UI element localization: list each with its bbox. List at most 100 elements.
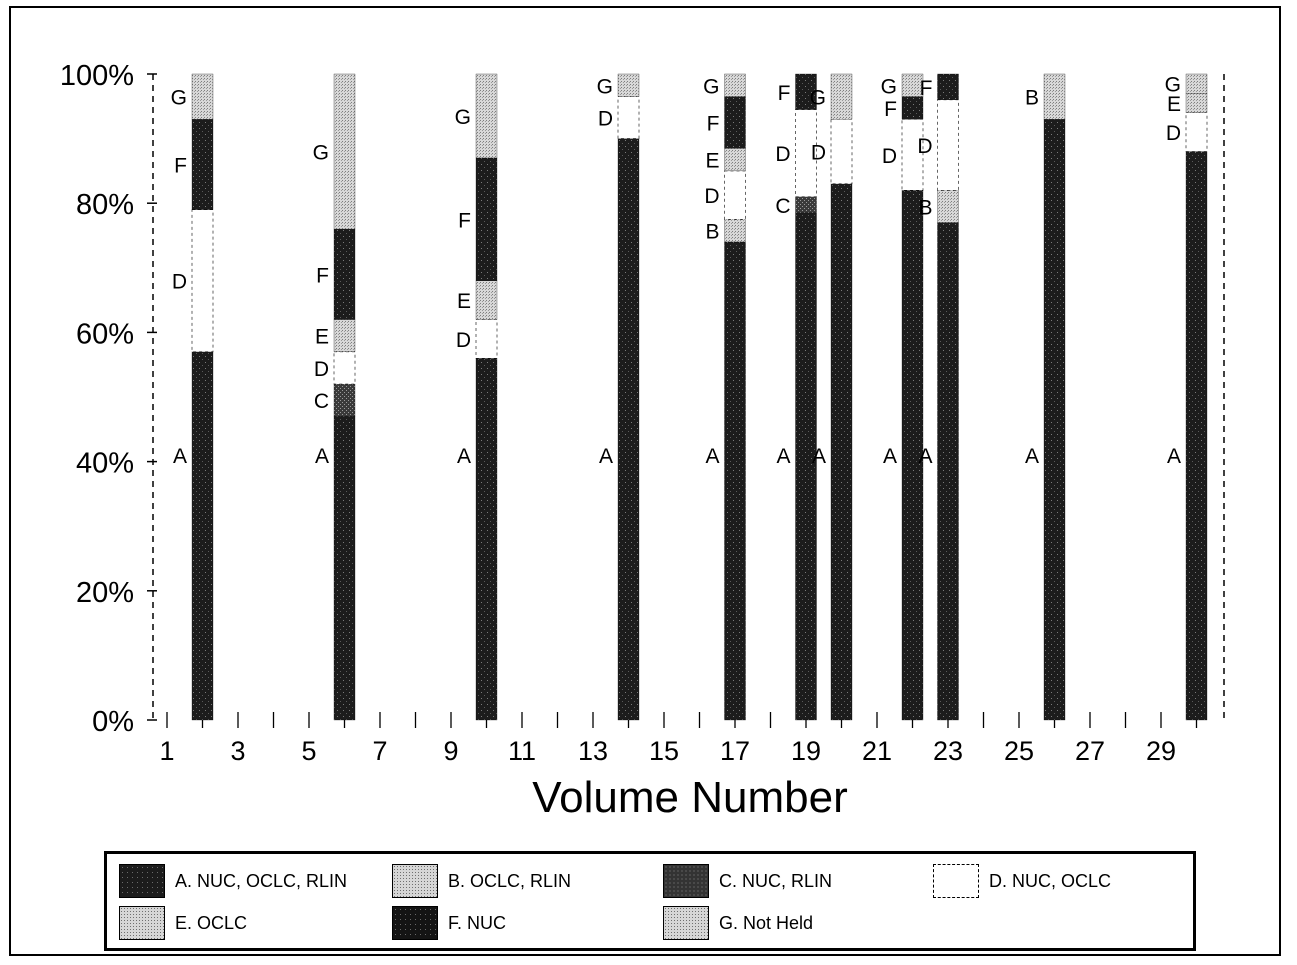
legend-item-a: A. NUC, OCLC, RLIN (119, 864, 347, 898)
bar-segment-g (830, 73, 853, 120)
bar-segment-a (191, 351, 214, 721)
y-tick-label: 20% (76, 577, 134, 609)
segment-label-b: B (918, 196, 932, 219)
bar-segment-c (333, 383, 356, 417)
bar-segment-b (937, 190, 959, 223)
x-tick-label: 3 (230, 736, 245, 766)
legend-label: C. NUC, RLIN (719, 870, 833, 891)
bar-segment-e (724, 148, 746, 172)
bar-segment-g (724, 73, 746, 97)
legend-label: F. NUC (448, 912, 506, 933)
segment-label-g: G (171, 87, 187, 110)
segment-label-f: F (316, 264, 329, 287)
bar-segment-a (830, 183, 853, 721)
bar-segment-a (617, 138, 640, 721)
bar-segment-labels: ADFGACDEFGADEFGADGABDEFGACDFADGADFGABDFA… (171, 74, 1181, 468)
segment-label-d: D (172, 271, 187, 294)
bar-segment-d (475, 319, 498, 359)
segment-label-g: G (313, 142, 329, 165)
chart-frame (9, 6, 1281, 956)
bar-segment-e (333, 319, 356, 352)
segment-label-a: A (315, 445, 329, 468)
x-tick-label: 23 (933, 736, 963, 766)
segment-label-e: E (705, 150, 719, 173)
segment-label-f: F (174, 154, 187, 177)
segment-label-a: A (457, 445, 471, 468)
segment-label-f: F (707, 112, 720, 135)
segment-label-d: D (704, 185, 719, 208)
bar-segment-a (333, 416, 356, 721)
bar-segment-a (1185, 151, 1208, 721)
legend-swatch (119, 906, 165, 940)
bar-segment-b (724, 219, 746, 243)
legend-label: D. NUC, OCLC (989, 870, 1112, 891)
bar-segment-e (475, 280, 498, 320)
segment-label-d: D (456, 329, 471, 352)
legend-item-f: F. NUC (392, 906, 506, 940)
x-tick-label: 5 (301, 736, 316, 766)
bar-segment-d (333, 351, 356, 385)
legend-label: B. OCLC, RLIN (448, 870, 572, 891)
segment-label-b: B (1025, 87, 1039, 110)
x-tick-label: 25 (1004, 736, 1034, 766)
legend-swatch (933, 864, 979, 898)
x-tick-label: 29 (1146, 736, 1176, 766)
bar-segment-d (901, 118, 924, 191)
y-tick-label: 100% (60, 60, 134, 92)
y-tick-label: 60% (76, 318, 134, 350)
segment-label-g: G (881, 75, 897, 98)
bar-segment-d (937, 99, 959, 191)
segment-label-d: D (882, 145, 897, 168)
segment-label-f: F (884, 98, 897, 121)
x-tick-label: 17 (720, 736, 750, 766)
x-tick-label: 21 (862, 736, 892, 766)
bar-segment-d (795, 109, 817, 198)
legend-swatch (663, 906, 709, 940)
bar-segment-d (191, 209, 214, 353)
bar-segment-g (191, 73, 214, 120)
segment-label-a: A (173, 445, 187, 468)
bar-segment-d (1185, 112, 1208, 152)
segment-label-a: A (705, 445, 719, 468)
bar-segment-g (475, 73, 498, 159)
x-tick-label: 13 (578, 736, 608, 766)
legend-item-d: D. NUC, OCLC (933, 864, 1111, 898)
segment-label-g: G (703, 75, 719, 98)
y-tick-label: 0% (92, 706, 134, 738)
segment-label-a: A (1025, 445, 1039, 468)
segment-label-d: D (598, 108, 613, 131)
segment-label-g: G (1165, 74, 1181, 97)
legend-item-e: E. OCLC (119, 906, 247, 940)
bar-segment-c (795, 196, 817, 214)
segment-label-f: F (458, 209, 471, 232)
y-tick-label: 80% (76, 189, 134, 221)
bar-segment-a (475, 358, 498, 721)
x-axis-title: Volume Number (532, 773, 847, 822)
x-tick-label: 7 (372, 736, 387, 766)
x-tick-label: 11 (508, 736, 536, 766)
bar-segment-f (901, 96, 924, 120)
bar-segment-f (191, 119, 214, 210)
segment-label-c: C (314, 390, 329, 413)
x-tick-label: 9 (443, 736, 458, 766)
segment-label-g: G (455, 106, 471, 129)
legend-swatch (392, 864, 438, 898)
bar-segment-g (333, 73, 356, 230)
bar-segment-f (475, 157, 498, 281)
bar-segment-f (795, 73, 817, 110)
x-tick-label: 15 (649, 736, 679, 766)
bars (191, 73, 1208, 721)
bar-segment-f (724, 96, 746, 149)
legend-item-c: C. NUC, RLIN (663, 864, 832, 898)
y-tick-label: 40% (76, 448, 134, 480)
segment-label-a: A (599, 445, 613, 468)
segment-label-a: A (1167, 445, 1181, 468)
legend-item-b: B. OCLC, RLIN (392, 864, 571, 898)
segment-label-f: F (920, 77, 933, 100)
segment-label-g: G (810, 87, 826, 110)
x-tick-label: 19 (791, 736, 821, 766)
x-tick-label: 27 (1075, 736, 1105, 766)
bar-segment-d (617, 96, 640, 139)
legend-label: E. OCLC (175, 912, 248, 933)
